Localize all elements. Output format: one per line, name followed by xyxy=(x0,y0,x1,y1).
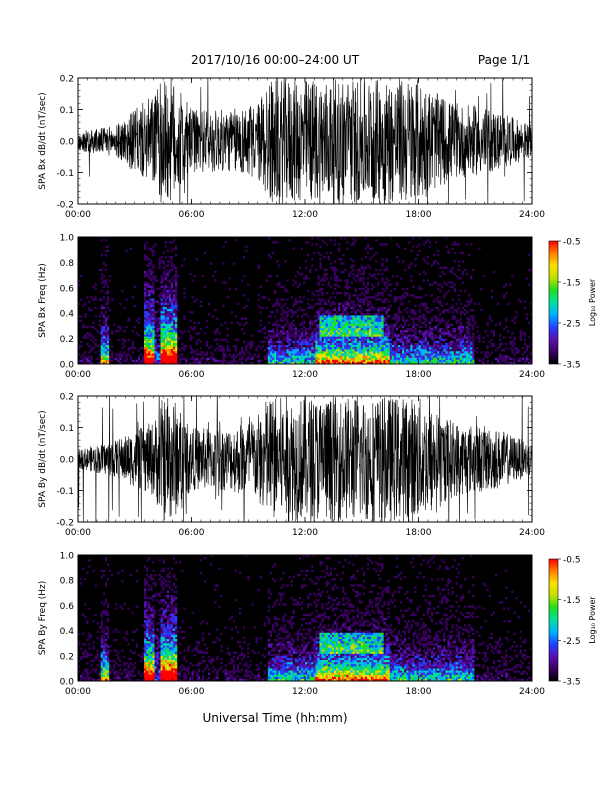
y-tick-label: 1.0 xyxy=(60,234,75,244)
y-tick-label: -0.2 xyxy=(56,519,74,529)
y-tick-label: 0.6 xyxy=(60,284,75,294)
y-tick-label: 1.0 xyxy=(60,552,75,562)
waveform-trace xyxy=(78,78,532,204)
y-tick-label: 0.2 xyxy=(60,335,74,345)
colorbar-tick-label: -3.5 xyxy=(563,678,581,688)
colorbar-label: Log₁₀ Power xyxy=(588,596,597,644)
x-tick-label: 00:00 xyxy=(65,370,91,380)
page-number: Page 1/1 xyxy=(478,53,530,67)
y-tick-label: -0.1 xyxy=(56,169,74,179)
x-tick-label: 00:00 xyxy=(65,528,91,538)
y-tick-label: 0.0 xyxy=(60,678,75,688)
y-tick-label: -0.2 xyxy=(56,201,74,211)
panel-by-spectrogram: 1.0 0.8 0.6 0.4 0.2 0.000:00 06:00 12:00 18:00 24… xyxy=(38,552,597,698)
x-tick-label: 24:00 xyxy=(519,528,545,538)
y-tick-label: 0.0 xyxy=(60,456,75,466)
x-tick-label: 06:00 xyxy=(179,687,205,697)
waveform-plot xyxy=(78,396,532,522)
colorbar-tick-label: -0.5 xyxy=(563,238,581,248)
spectrogram-cells xyxy=(102,632,475,681)
y-tick-label: 0.2 xyxy=(60,393,74,403)
y-tick-label: 0.1 xyxy=(60,106,74,116)
spectrogram-cells xyxy=(100,315,475,364)
colorbar xyxy=(548,558,559,682)
y-tick-label: -0.1 xyxy=(56,487,74,497)
spectrogram-cells xyxy=(102,649,390,681)
x-tick-label: 24:00 xyxy=(519,370,545,380)
x-tick-label: 00:00 xyxy=(65,687,91,697)
y-axis-label: SPA By dB/dt (nT/sec) xyxy=(38,410,48,507)
x-tick-label: 18:00 xyxy=(406,687,432,697)
y-tick-label: 0.2 xyxy=(60,75,74,85)
spectrogram-cells xyxy=(80,270,531,364)
panel-bx-spectrogram: 1.0 0.8 0.6 0.4 0.2 0.000:00 06:00 12:00 18:00 24… xyxy=(38,234,597,381)
y-axis-label: SPA Bx dB/dt (nT/sec) xyxy=(38,92,48,189)
y-tick-label: 0.6 xyxy=(60,602,75,612)
colorbar-tick-label: -2.5 xyxy=(563,637,581,647)
spectrogram-plot xyxy=(78,555,532,681)
spectrogram-cells xyxy=(100,632,471,681)
x-tick-label: 18:00 xyxy=(406,528,432,538)
spectrogram-cells xyxy=(100,660,388,681)
x-tick-label: 00:00 xyxy=(65,210,91,220)
y-tick-label: 0.8 xyxy=(60,577,75,587)
colorbar-tick-label: -1.5 xyxy=(563,596,581,606)
x-tick-label: 12:00 xyxy=(292,528,318,538)
y-tick-label: 0.1 xyxy=(60,424,74,434)
x-tick-label: 06:00 xyxy=(179,370,205,380)
spectrogram-cells xyxy=(102,347,390,364)
x-tick-label: 06:00 xyxy=(179,528,205,538)
y-tick-label: 0.0 xyxy=(60,138,75,148)
spectrogram-cells xyxy=(100,289,475,364)
x-tick-label: 12:00 xyxy=(292,687,318,697)
spectrogram-plot xyxy=(78,237,532,364)
waveform-plot xyxy=(78,78,532,204)
figure-title: 2017/10/16 00:00–24:00 UT xyxy=(191,53,360,67)
waveform-trace xyxy=(78,396,532,522)
colorbar-tick-label: -1.5 xyxy=(563,279,581,289)
y-axis-label: SPA Bx Freq (Hz) xyxy=(38,263,48,338)
x-tick-label: 12:00 xyxy=(292,210,318,220)
y-tick-label: 0.2 xyxy=(60,652,74,662)
panel-bx-dbdt: 0.2 0.1 0.0 -0.1 -0.200:00 06:00 12:00 18:00 24:… xyxy=(38,75,545,221)
y-axis-label: SPA By Freq (Hz) xyxy=(38,581,48,656)
x-axis-label: Universal Time (hh:mm) xyxy=(202,711,347,725)
x-tick-label: 24:00 xyxy=(519,687,545,697)
x-tick-label: 18:00 xyxy=(406,370,432,380)
x-tick-label: 12:00 xyxy=(292,370,318,380)
colorbar-label: Log₁₀ Power xyxy=(588,278,597,326)
colorbar-tick-label: -3.5 xyxy=(563,361,581,371)
spectrogram-cells xyxy=(100,323,471,364)
spectrogram-cells xyxy=(100,332,390,364)
y-tick-label: 0.4 xyxy=(60,310,75,320)
spectrogram-cells xyxy=(80,588,524,681)
spectrogram-cells xyxy=(100,306,473,364)
y-tick-label: 0.0 xyxy=(60,361,75,371)
colorbar-tick-label: -2.5 xyxy=(563,320,581,330)
panel-by-dbdt: 0.2 0.1 0.0 -0.1 -0.200:00 06:00 12:00 18:00 24:… xyxy=(38,393,545,539)
colorbar xyxy=(548,240,559,365)
x-tick-label: 24:00 xyxy=(519,210,545,220)
y-tick-label: 0.8 xyxy=(60,259,75,269)
spectrogram-cells xyxy=(102,315,475,364)
spectrogram-cells xyxy=(104,664,388,681)
x-tick-label: 06:00 xyxy=(179,210,205,220)
x-tick-label: 18:00 xyxy=(406,210,432,220)
y-tick-label: 0.4 xyxy=(60,627,75,637)
colorbar-tick-label: -0.5 xyxy=(563,556,581,566)
